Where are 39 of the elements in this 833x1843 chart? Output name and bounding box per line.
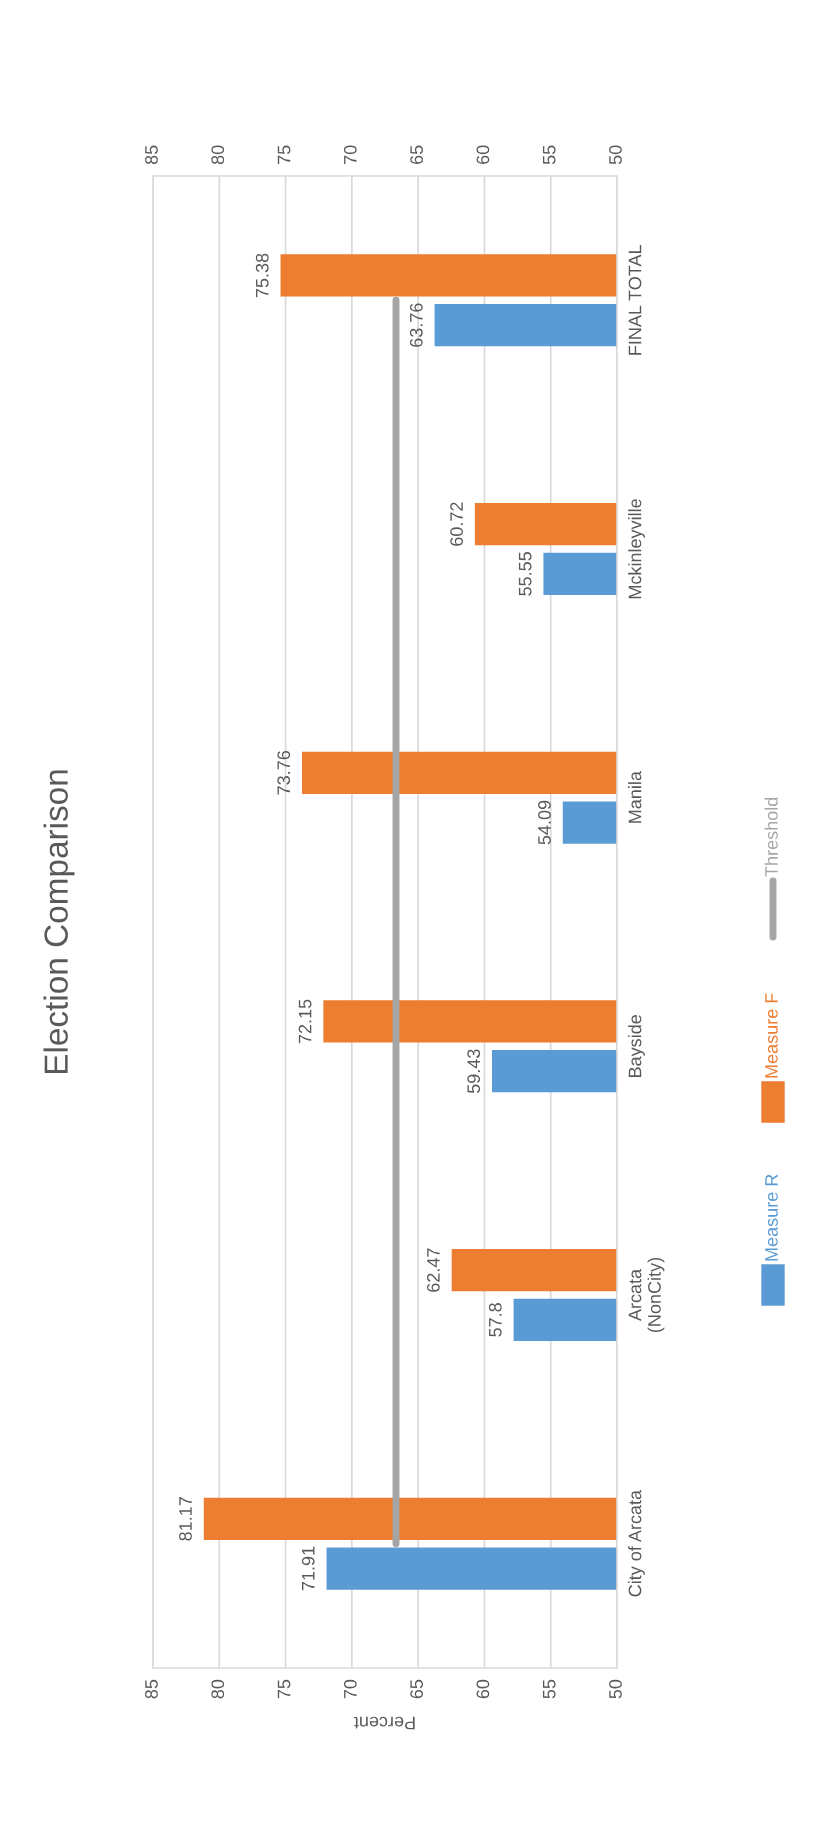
data-label: 62.47 [427,1248,440,1292]
y-tick-label: City of Arcata [628,1489,645,1597]
x2-tick-label: 60 [476,1679,490,1699]
data-label: 55.55 [518,552,532,596]
data-label: 57.8 [488,1303,502,1337]
x-tick-label: 80 [211,145,225,165]
text: Measure R [765,1174,778,1261]
y-tick-label: Manila [628,771,642,823]
data-label: 81.17 [179,1497,192,1541]
data-label: 75.38 [255,253,269,298]
x-tick-label: 50 [609,145,622,165]
x-tick-label: 75 [277,145,291,164]
x2-tick-label: 65 [410,1679,423,1699]
data-label: 72.15 [298,999,312,1044]
y-tick-label: FINAL TOTAL [628,245,642,355]
y-tick-label: Arcata (NonCity) [628,1258,665,1332]
x2-tick-label: 55 [542,1679,556,1699]
x2-tick-label: 80 [211,1679,225,1699]
data-label: 63.76 [409,303,423,347]
text: Threshold [764,797,778,877]
x2-tick-label: 50 [609,1679,622,1699]
x-tick-label: 55 [542,145,556,165]
data-label: 73.76 [277,751,291,795]
x2-tick-label: 70 [343,1679,357,1699]
series-label: Measure F [765,993,778,1078]
x-axis-title: Percent [354,1716,415,1730]
data-label: 59.43 [467,1049,481,1094]
x2-tick-label: 75 [277,1679,291,1699]
x-tick-label: 85 [145,145,158,165]
x2-tick-label: 85 [145,1679,158,1699]
data-label: 60.72 [450,502,463,546]
y-tick-label: Mckinleyville [628,499,645,599]
x-tick-label: 65 [410,145,423,164]
text: Election Comparison [43,770,75,1074]
y-tick-label: Bayside [628,1015,645,1077]
x-tick-label: 70 [343,145,357,164]
x-tick-label: 60 [476,145,490,164]
data-label: 54.09 [538,800,551,845]
data-label: 71.91 [301,1546,315,1591]
